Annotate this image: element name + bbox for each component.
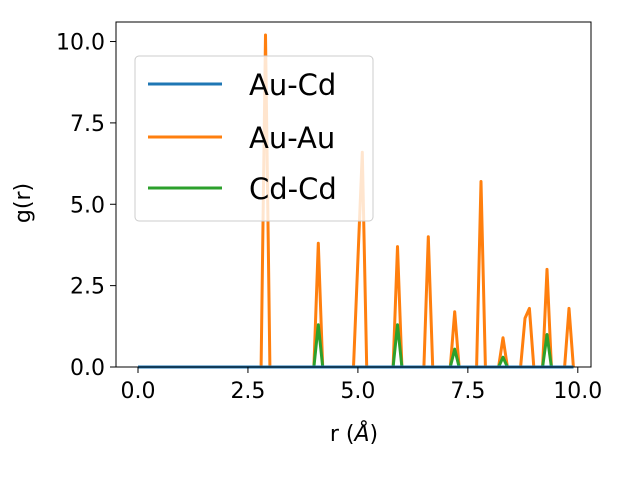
y-tick-label: 10.0 bbox=[56, 31, 105, 56]
y-tick-label: 2.5 bbox=[70, 275, 105, 300]
x-tick-label: 10.0 bbox=[553, 379, 602, 404]
legend: Au-Cd Au-Au Cd-Cd bbox=[134, 55, 374, 222]
x-tick-label: 7.5 bbox=[450, 379, 485, 404]
legend-label-cd-cd: Cd-Cd bbox=[249, 172, 337, 206]
series-line-cd-cd bbox=[138, 323, 574, 369]
legend-entry-au-au: Au-Au bbox=[148, 121, 335, 155]
legend-box bbox=[134, 55, 374, 222]
x-axis-title-suffix: ) bbox=[370, 422, 379, 447]
x-tick-label: 0.0 bbox=[120, 379, 155, 404]
x-axis-title-prefix: r ( bbox=[330, 422, 355, 447]
legend-entry-cd-cd: Cd-Cd bbox=[148, 172, 337, 206]
legend-entry-au-cd: Au-Cd bbox=[148, 68, 336, 102]
x-axis-title-unit: Å bbox=[352, 420, 369, 447]
legend-label-au-cd: Au-Cd bbox=[249, 68, 336, 102]
plot-frame bbox=[115, 21, 592, 368]
x-tick-label: 5.0 bbox=[340, 379, 375, 404]
x-axis-title: r (Å) bbox=[330, 420, 378, 447]
x-tick-label: 2.5 bbox=[230, 379, 265, 404]
y-tick-label: 5.0 bbox=[70, 193, 105, 218]
y-axis-title: g(r) bbox=[11, 183, 36, 223]
axis-ticks: 0.0 2.5 5.0 7.5 10.0 0.0 2.5 5.0 7.5 10.0 bbox=[56, 31, 602, 404]
y-tick-label: 0.0 bbox=[70, 356, 105, 381]
y-tick-label: 7.5 bbox=[70, 112, 105, 137]
legend-label-au-au: Au-Au bbox=[249, 121, 335, 155]
